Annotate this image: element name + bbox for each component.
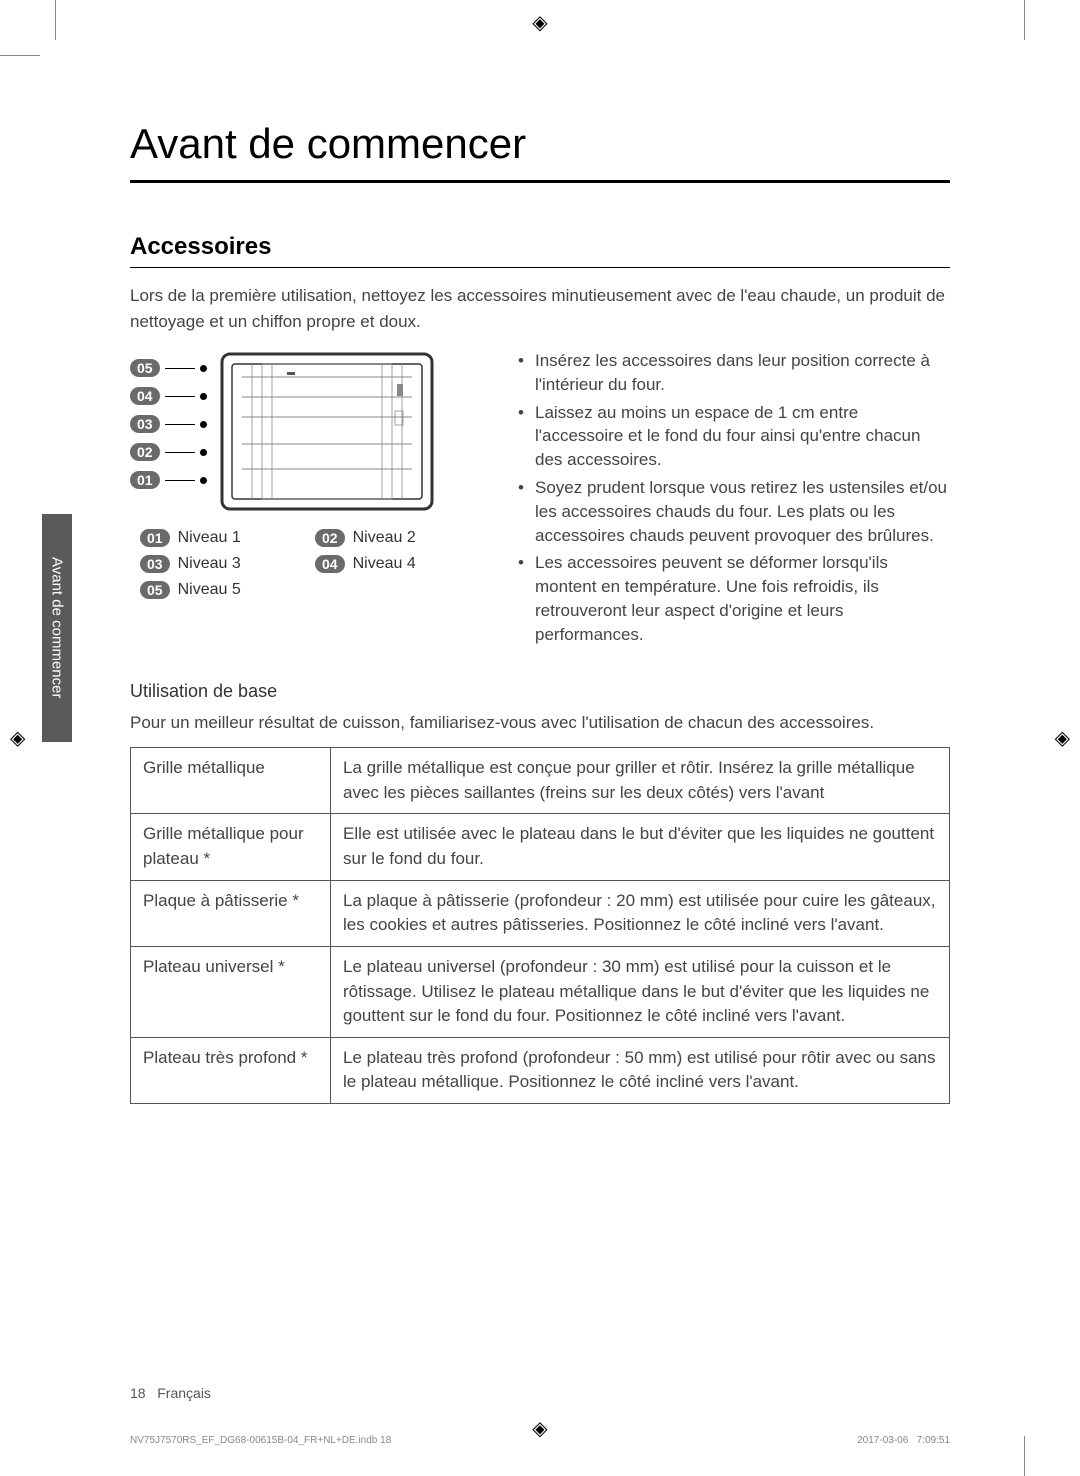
table-row: Plateau très profond * Le plateau très p… [131, 1037, 950, 1103]
accessory-desc: La plaque à pâtisserie (profondeur : 20 … [331, 880, 950, 946]
level-dot [200, 365, 207, 372]
level-label-row: 05 [130, 359, 207, 377]
level-connector-line [165, 480, 195, 481]
level-connector-line [165, 368, 195, 369]
accessory-desc: La grille métallique est conçue pour gri… [331, 748, 950, 814]
level-connector-line [165, 396, 195, 397]
level-connector-line [165, 424, 195, 425]
level-badge: 01 [130, 471, 160, 489]
section-title: Accessoires [130, 233, 950, 268]
subsection-text: Pour un meilleur résultat de cuisson, fa… [130, 710, 950, 736]
legend-badge: 05 [140, 581, 170, 599]
footer-metadata: NV75J7570RS_EF_DG68-00615B-04_FR+NL+DE.i… [130, 1435, 950, 1446]
level-badge: 02 [130, 443, 160, 461]
subsection-title: Utilisation de base [130, 681, 950, 702]
legend-badge: 01 [140, 529, 170, 547]
legend-badge: 04 [315, 555, 345, 573]
legend-badge: 02 [315, 529, 345, 547]
accessory-desc: Le plateau très profond (profondeur : 50… [331, 1037, 950, 1103]
level-badge: 04 [130, 387, 160, 405]
file-name: NV75J7570RS_EF_DG68-00615B-04_FR+NL+DE.i… [130, 1435, 391, 1446]
level-label-row: 04 [130, 387, 207, 405]
level-badge: 03 [130, 415, 160, 433]
oven-illustration [217, 349, 437, 514]
legend-item: 04 Niveau 4 [315, 555, 470, 573]
level-dot [200, 449, 207, 456]
legend-label: Niveau 5 [178, 581, 241, 599]
accessory-name: Plateau universel * [131, 946, 331, 1037]
accessory-name: Plateau très profond * [131, 1037, 331, 1103]
level-label-row: 03 [130, 415, 207, 433]
legend-badge: 03 [140, 555, 170, 573]
accessory-desc: Elle est utilisée avec le plateau dans l… [331, 814, 950, 880]
level-dot [200, 393, 207, 400]
legend-item: 01 Niveau 1 [140, 529, 295, 547]
accessory-desc: Le plateau universel (profondeur : 30 mm… [331, 946, 950, 1037]
page-number: 18 [130, 1385, 146, 1401]
accessory-name: Grille métallique [131, 748, 331, 814]
table-row: Plaque à pâtisserie * La plaque à pâtiss… [131, 880, 950, 946]
legend-item: 05 Niveau 5 [140, 581, 295, 599]
legend-label: Niveau 3 [178, 555, 241, 573]
instruction-list: Insérez les accessoires dans leur positi… [510, 349, 950, 647]
legend-label: Niveau 2 [353, 529, 416, 547]
diagram-right-column: Insérez les accessoires dans leur positi… [510, 349, 950, 651]
instruction-item: Laissez au moins un espace de 1 cm entre… [510, 401, 950, 472]
legend-item: 02 Niveau 2 [315, 529, 470, 547]
diagram-left-column: 05 04 03 02 [130, 349, 470, 651]
accessory-name: Grille métallique pour plateau * [131, 814, 331, 880]
level-dot [200, 421, 207, 428]
accessory-name: Plaque à pâtisserie * [131, 880, 331, 946]
legend-label: Niveau 1 [178, 529, 241, 547]
page-footer: 18 Français [130, 1385, 211, 1401]
table-row: Grille métallique La grille métallique e… [131, 748, 950, 814]
page-title: Avant de commencer [130, 120, 950, 183]
legend-item: 03 Niveau 3 [140, 555, 295, 573]
table-row: Plateau universel * Le plateau universel… [131, 946, 950, 1037]
level-labels-column: 05 04 03 02 [130, 349, 207, 514]
date-time: 2017-03-06 7:09:51 [857, 1435, 950, 1446]
oven-diagram: 05 04 03 02 [130, 349, 470, 514]
level-label-row: 02 [130, 443, 207, 461]
diagram-section: 05 04 03 02 [130, 349, 950, 651]
level-legend: 01 Niveau 1 02 Niveau 2 03 Niveau 3 04 N… [130, 529, 470, 599]
instruction-item: Soyez prudent lorsque vous retirez les u… [510, 476, 950, 547]
intro-paragraph: Lors de la première utilisation, nettoye… [130, 283, 950, 334]
page-content: Avant de commencer Accessoires Lors de l… [0, 0, 1080, 1476]
level-label-row: 01 [130, 471, 207, 489]
instruction-item: Les accessoires peuvent se déformer lors… [510, 551, 950, 646]
level-connector-line [165, 452, 195, 453]
level-badge: 05 [130, 359, 160, 377]
page-language: Français [157, 1385, 211, 1401]
legend-label: Niveau 4 [353, 555, 416, 573]
accessory-table: Grille métallique La grille métallique e… [130, 747, 950, 1104]
level-dot [200, 477, 207, 484]
instruction-item: Insérez les accessoires dans leur positi… [510, 349, 950, 397]
table-row: Grille métallique pour plateau * Elle es… [131, 814, 950, 880]
